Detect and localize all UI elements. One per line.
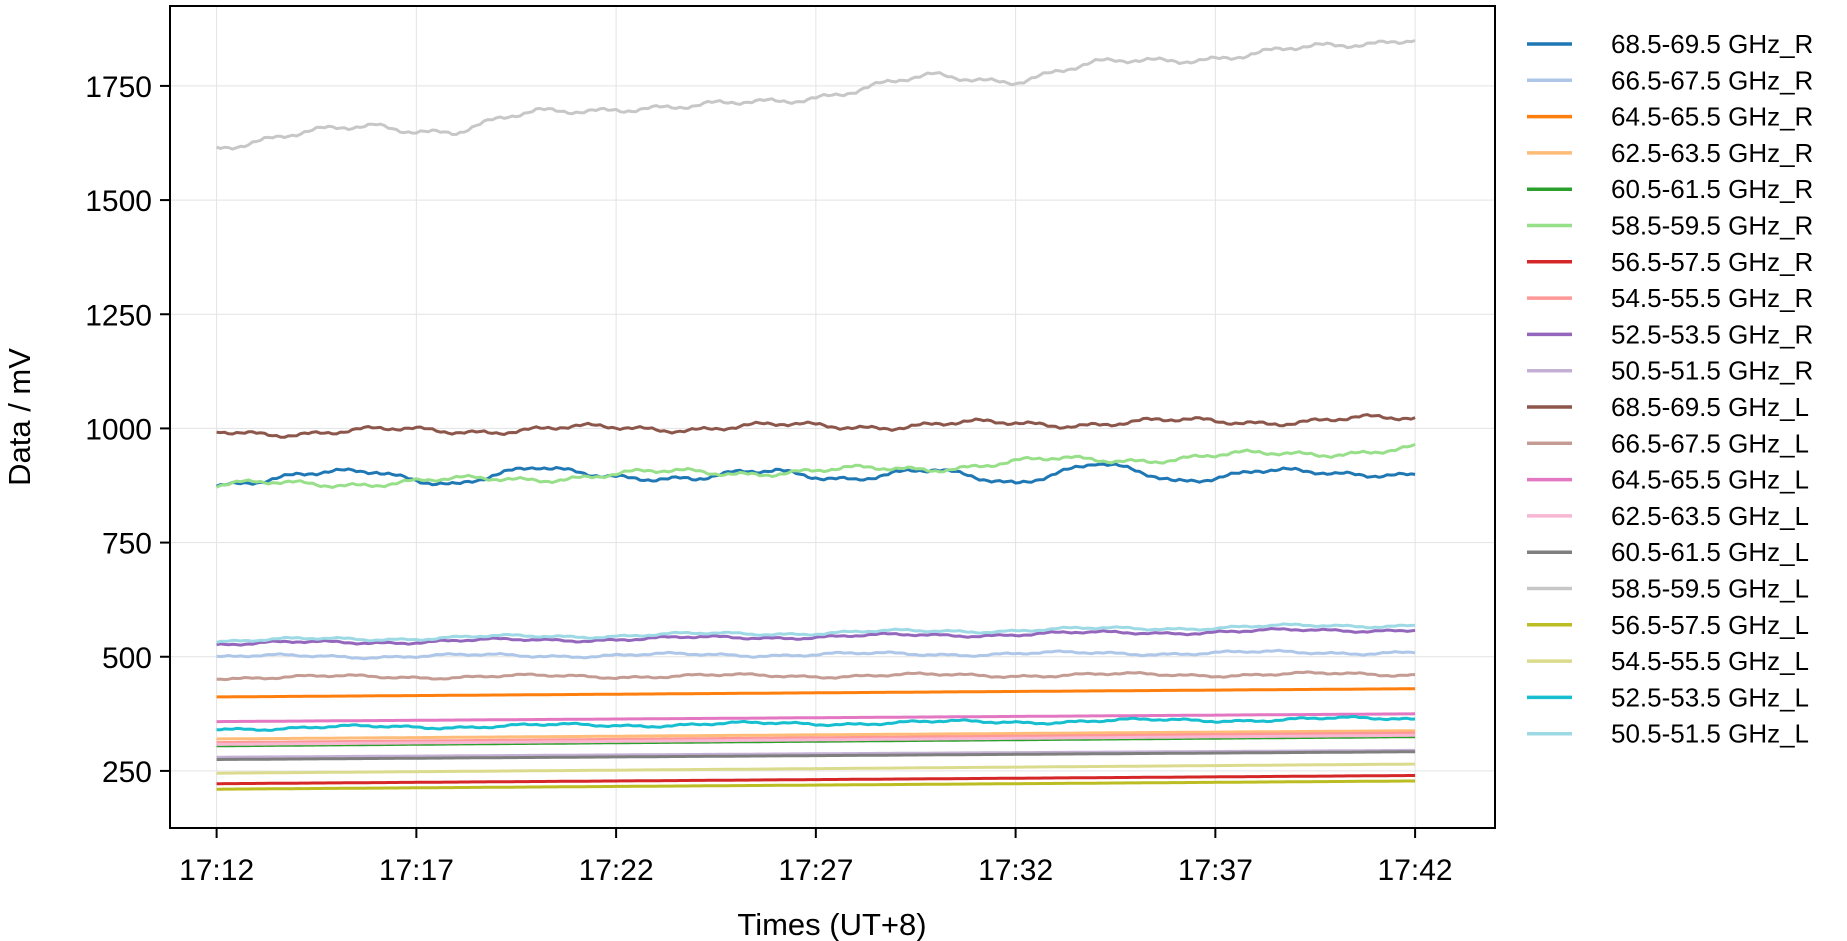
series-line	[216, 712, 1416, 724]
legend-label: 56.5-57.5 GHz_L	[1611, 610, 1809, 640]
y-tick-label: 250	[102, 756, 152, 789]
grid-lines	[170, 6, 1495, 828]
legend-label: 60.5-61.5 GHz_R	[1611, 174, 1813, 204]
legend-label: 64.5-65.5 GHz_R	[1611, 102, 1813, 132]
legend-label: 64.5-65.5 GHz_L	[1611, 465, 1809, 495]
legend-label: 58.5-59.5 GHz_R	[1611, 211, 1813, 241]
series-line	[216, 715, 1416, 732]
legend-label: 60.5-61.5 GHz_L	[1611, 537, 1809, 567]
y-tick-label: 1250	[85, 299, 152, 332]
series-line	[216, 670, 1416, 682]
legend-label: 58.5-59.5 GHz_L	[1611, 574, 1809, 604]
y-axis-title: Data / mV	[2, 348, 37, 486]
x-axis: 17:12 17:17 17:22 17:27 17:32 17:37 17:42	[179, 828, 1453, 887]
series-line	[215, 462, 1416, 488]
series-line	[216, 750, 1416, 761]
legend-label: 68.5-69.5 GHz_L	[1611, 392, 1809, 422]
legend-label: 50.5-51.5 GHz_R	[1611, 356, 1813, 386]
legend-label: 68.5-69.5 GHz_R	[1611, 29, 1813, 59]
series-line	[216, 413, 1416, 439]
y-tick-label: 500	[102, 642, 152, 675]
series-line	[216, 627, 1416, 647]
series-line	[216, 687, 1416, 699]
legend-label: 52.5-53.5 GHz_R	[1611, 319, 1813, 349]
y-tick-label: 1000	[85, 413, 152, 446]
series-line	[216, 731, 1416, 745]
x-tick-label: 17:17	[379, 854, 454, 887]
series-line	[216, 733, 1416, 746]
series-line	[216, 779, 1416, 791]
x-tick-label: 17:22	[579, 854, 654, 887]
x-tick-label: 17:32	[978, 854, 1053, 887]
series-line	[216, 762, 1416, 775]
legend-label: 54.5-55.5 GHz_L	[1611, 646, 1809, 676]
y-tick-label: 1750	[85, 71, 152, 104]
plot-frame	[169, 5, 1496, 829]
legend-label: 62.5-63.5 GHz_L	[1611, 501, 1809, 531]
y-tick-label: 750	[102, 528, 152, 561]
legend-label: 56.5-57.5 GHz_R	[1611, 247, 1813, 277]
x-tick-label: 17:27	[778, 854, 853, 887]
x-tick-label: 17:42	[1378, 854, 1453, 887]
legend: 68.5-69.5 GHz_R 66.5-67.5 GHz_R 64.5-65.5 …	[1527, 29, 1813, 749]
series-line	[216, 39, 1416, 151]
series-line	[216, 729, 1416, 741]
x-tick-label: 17:37	[1178, 854, 1253, 887]
legend-label: 66.5-67.5 GHz_L	[1611, 428, 1809, 458]
y-tick-label: 1500	[85, 185, 152, 218]
legend-label: 66.5-67.5 GHz_R	[1611, 65, 1813, 95]
series-line	[216, 648, 1416, 661]
y-axis: 250 500 750 1000 1250 1500 1750	[85, 71, 170, 789]
legend-label: 52.5-53.5 GHz_L	[1611, 682, 1809, 712]
series-line	[216, 774, 1416, 786]
x-axis-title: Times (UT+8)	[737, 907, 926, 941]
legend-label: 50.5-51.5 GHz_L	[1611, 719, 1809, 749]
x-tick-label: 17:12	[179, 854, 254, 887]
series-line	[216, 622, 1416, 644]
legend-label: 54.5-55.5 GHz_R	[1611, 283, 1813, 313]
series-line	[215, 443, 1416, 489]
legend-label: 62.5-63.5 GHz_R	[1611, 138, 1813, 168]
plot-series	[215, 39, 1416, 791]
